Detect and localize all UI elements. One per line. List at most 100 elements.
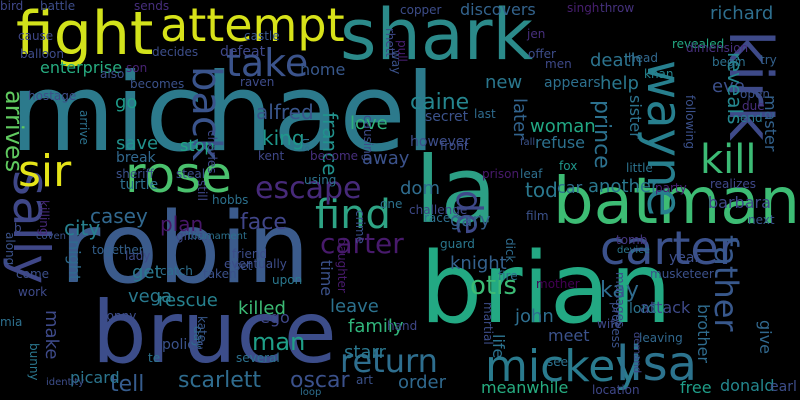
cloud-word: arrive	[77, 110, 91, 145]
cloud-word: still	[195, 180, 209, 201]
cloud-word: day	[191, 326, 205, 349]
cloud-word: help	[600, 73, 639, 94]
cloud-word: coven	[36, 231, 67, 242]
cloud-word: singh	[567, 1, 600, 15]
cloud-word: brian	[420, 232, 672, 346]
cloud-word: plan	[160, 212, 204, 236]
cloud-word: also	[100, 67, 125, 81]
cloud-word: attack	[640, 298, 691, 317]
cloud-word: get	[132, 262, 162, 283]
cloud-word: tomb	[616, 233, 648, 247]
cloud-word: process	[609, 302, 623, 349]
cloud-word: rose	[125, 146, 232, 204]
cloud-word: sally	[2, 170, 60, 285]
cloud-word: raven	[240, 75, 275, 89]
cloud-word: castle	[244, 29, 280, 43]
cloud-word: mother	[536, 277, 580, 291]
cloud-word: musketeer	[650, 267, 714, 281]
cloud-word: fight	[16, 0, 154, 69]
cloud-word: life	[489, 334, 508, 359]
cloud-word: master	[761, 95, 780, 152]
cloud-word: free	[680, 378, 712, 397]
cloud-word: gary	[450, 210, 491, 231]
cloud-word: rescue	[158, 290, 218, 311]
cloud-word: dick	[503, 238, 517, 263]
cloud-word: crime	[353, 210, 367, 244]
cloud-word: along	[3, 232, 17, 266]
cloud-word: face	[240, 210, 287, 235]
cloud-word: tod	[525, 178, 558, 202]
cloud-word: location	[592, 383, 640, 397]
cloud-word: return	[340, 342, 438, 380]
cloud-word: meanwhile	[481, 378, 569, 397]
cloud-word: discovers	[460, 0, 536, 19]
cloud-word: refuse	[535, 133, 586, 152]
cloud-word: save	[116, 133, 159, 154]
cloud-word: end	[740, 111, 763, 125]
cloud-word: due	[742, 99, 765, 113]
cloud-word: wayne	[636, 60, 692, 218]
cloud-word: escape	[255, 171, 362, 206]
cloud-word: later	[509, 98, 530, 140]
cloud-word: carter	[320, 227, 404, 260]
cloud-word: steal	[176, 167, 206, 181]
cloud-word: reveals	[723, 52, 747, 125]
cloud-word: men	[545, 57, 572, 71]
cloud-word: throw	[600, 1, 635, 15]
cloud-word: te	[148, 351, 161, 365]
cloud-word: bruce	[92, 283, 337, 383]
cloud-word: batman	[553, 165, 800, 239]
cloud-word: richard	[710, 3, 774, 24]
cloud-word: several	[236, 351, 280, 365]
cloud-word: de	[448, 190, 489, 235]
cloud-word: knight	[450, 253, 507, 274]
cloud-word: bunny	[27, 343, 41, 381]
cloud-word: dimension	[686, 41, 749, 55]
cloud-word: family	[348, 316, 404, 337]
cloud-word: lady	[125, 249, 151, 263]
cloud-word: revealed	[672, 37, 725, 51]
cloud-word: see	[547, 355, 569, 369]
cloud-word: night	[65, 240, 84, 282]
cloud-word: defeat	[220, 44, 266, 60]
cloud-word: battle	[40, 0, 76, 13]
cloud-word: hand	[387, 319, 418, 333]
cloud-word: go	[115, 92, 138, 113]
cloud-word: ego	[260, 308, 290, 327]
cloud-word: one	[380, 197, 403, 211]
cloud-word: caine	[410, 90, 470, 115]
cloud-word: taken	[203, 267, 237, 281]
cloud-word: work	[18, 285, 48, 299]
cloud-word: pull	[395, 40, 409, 62]
cloud-word: hostage	[28, 89, 77, 103]
cloud-word: kirk	[715, 30, 785, 141]
cloud-word: mickey	[485, 341, 642, 392]
cloud-word: arrives	[0, 90, 28, 173]
cloud-word: art	[356, 373, 373, 387]
cloud-word: make	[41, 310, 62, 360]
cloud-word: cause	[18, 29, 54, 43]
cloud-word: catch	[160, 264, 193, 278]
cloud-word: vega	[128, 286, 173, 307]
cloud-word: fall	[520, 137, 536, 148]
cloud-word: sir	[18, 146, 72, 197]
cloud-word: tell	[110, 372, 145, 397]
cloud-word: time	[317, 260, 336, 297]
cloud-word: challenge	[409, 203, 468, 217]
cloud-word: device	[617, 245, 650, 256]
cloud-word: casey	[90, 204, 148, 228]
cloud-word: front	[440, 139, 469, 153]
cloud-word: begin	[712, 55, 746, 69]
cloud-word: using	[304, 173, 337, 187]
cloud-word: way	[389, 50, 403, 75]
cloud-word: leaf	[520, 167, 543, 181]
cloud-word: however	[410, 134, 471, 150]
cloud-word: mia	[0, 315, 23, 329]
cloud-word: woman	[530, 116, 596, 137]
cloud-word: earl	[770, 379, 797, 395]
cloud-word: attempt	[160, 0, 345, 52]
cloud-word: film	[526, 209, 549, 223]
cloud-word: open	[740, 87, 770, 101]
cloud-word: secret	[425, 109, 469, 125]
cloud-word: sister	[626, 95, 645, 139]
